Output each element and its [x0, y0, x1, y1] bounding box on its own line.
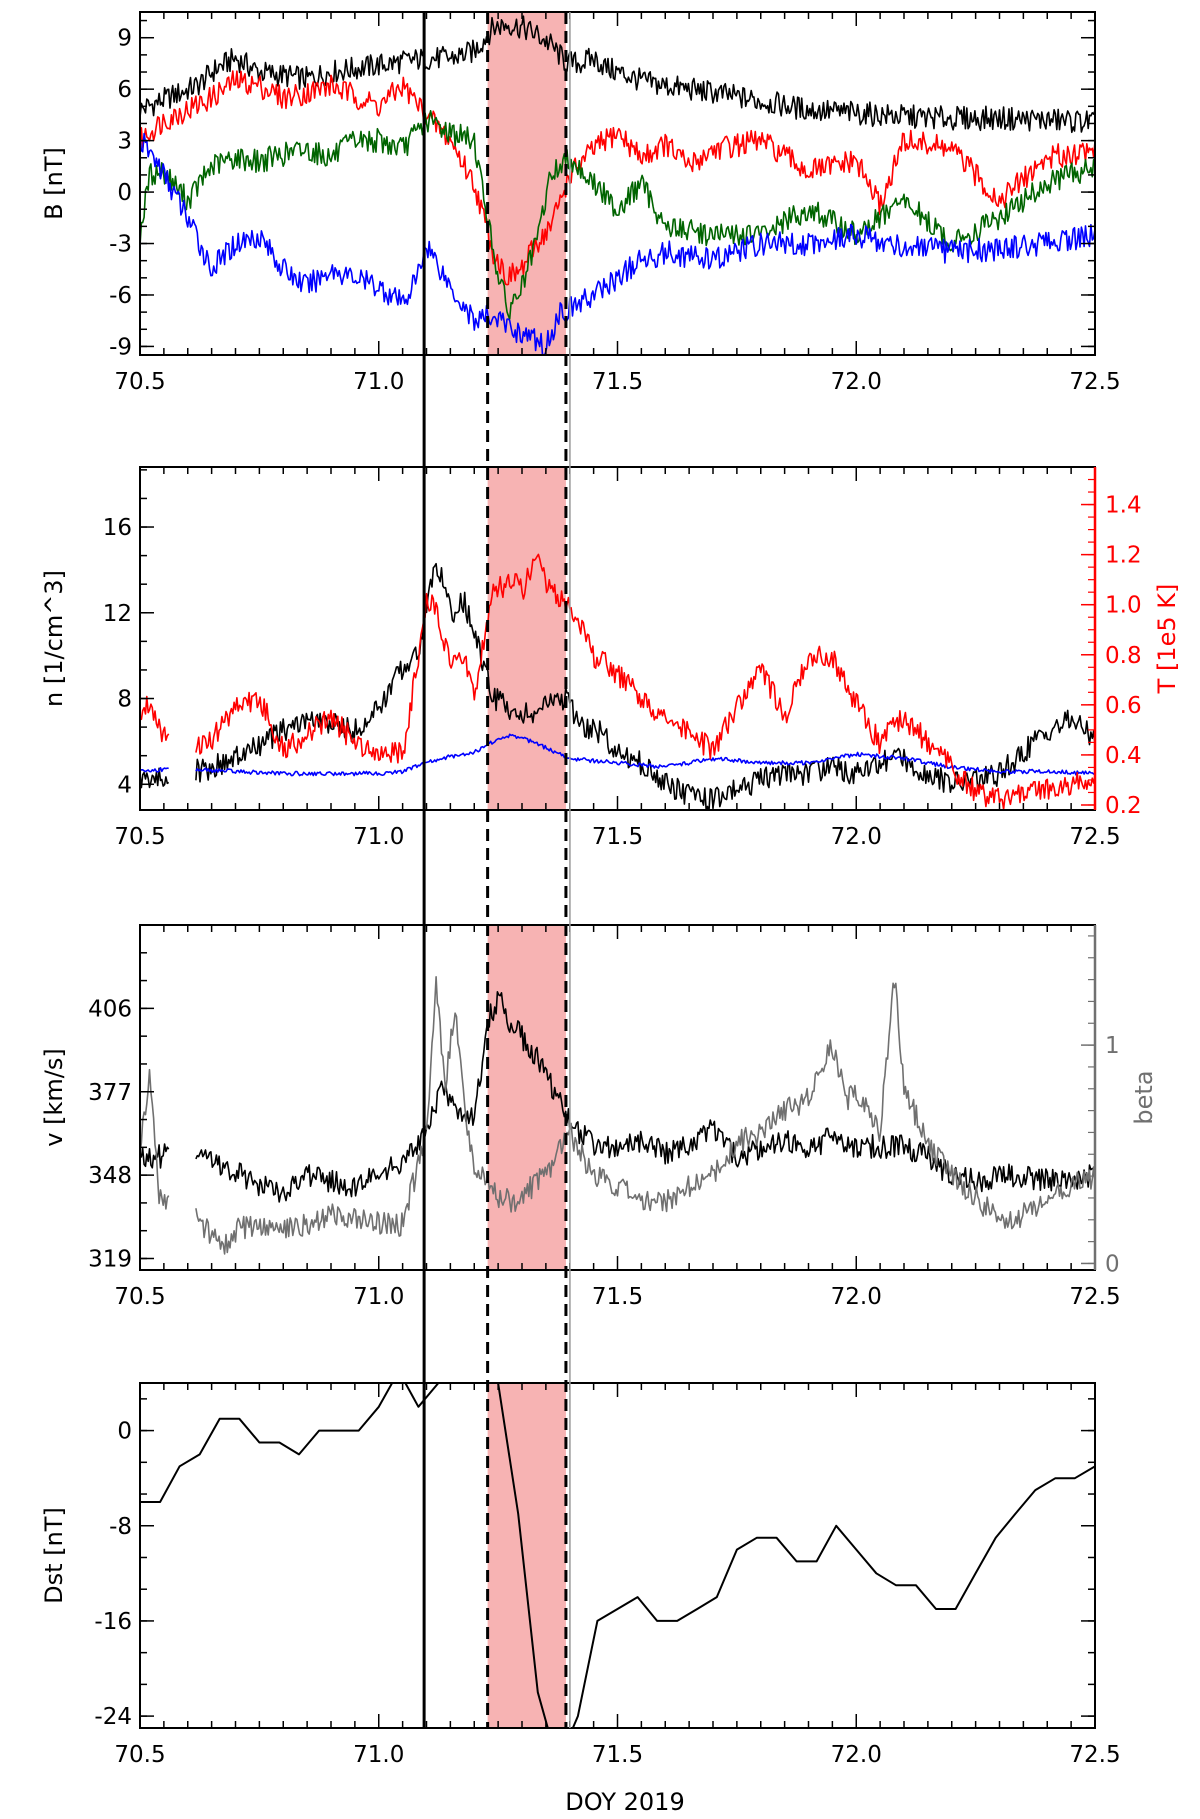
y-tick-label: -6 [109, 283, 132, 309]
y-tick-label: 9 [117, 26, 132, 52]
x-tick-label: 71.5 [592, 824, 643, 850]
y-right-tick-label: 1.0 [1105, 593, 1142, 619]
series-line-v [140, 991, 1095, 1203]
y-tick-label: -3 [109, 232, 132, 258]
y-axis-title-right: beta [1130, 1070, 1158, 1124]
series-line-beta [140, 976, 1095, 1255]
y-right-tick-label: 0 [1105, 1251, 1120, 1277]
y-tick-label: -9 [109, 334, 132, 360]
plot-frame [139, 11, 1096, 356]
y-tick-label: 0 [117, 180, 132, 206]
y-tick-label: 377 [88, 1080, 132, 1106]
x-axis: 70.5 71.0 71.5 72.0 72.5 [114, 12, 1121, 395]
x-tick-label: 71.0 [353, 1742, 404, 1768]
y-axis-title: B [nT] [40, 147, 68, 220]
y-tick-label: 406 [88, 996, 132, 1022]
x-tick-label: 70.5 [114, 824, 165, 850]
y-axis-title: n [1/cm^3] [40, 570, 68, 707]
x-tick-label: 71.0 [353, 824, 404, 850]
y-tick-label: 8 [117, 687, 132, 713]
y-axis-left: -24 -16 -8 0 [94, 1398, 1095, 1730]
x-axis: 70.5 71.0 71.5 72.0 72.5 [114, 1383, 1121, 1768]
y-right-tick-label: 1.4 [1105, 493, 1142, 519]
x-tick-label: 72.0 [831, 1742, 882, 1768]
y-right-tick-label: 1.2 [1105, 543, 1142, 569]
y-tick-label: 0 [117, 1419, 132, 1445]
y-right-tick-label: 0.8 [1105, 643, 1142, 669]
x-tick-label: 71.0 [353, 369, 404, 395]
y-tick-label: 3 [117, 129, 132, 155]
plot-frame [139, 466, 1096, 811]
series-group [140, 15, 1095, 355]
series-group [140, 553, 1095, 810]
series-group [140, 976, 1095, 1255]
x-tick-label: 70.5 [114, 1742, 165, 1768]
y-right-tick-label: 0.6 [1105, 693, 1142, 719]
x-tick-label: 72.0 [831, 1284, 882, 1310]
y-tick-label: -16 [94, 1609, 132, 1635]
x-axis: 70.5 71.0 71.5 72.0 72.5 [114, 925, 1121, 1310]
x-axis-title: DOY 2019 [565, 1788, 684, 1816]
series-line-dst [140, 1383, 1095, 1728]
y-axis-left: 319 348 377 406 [88, 952, 154, 1273]
y-axis-right: 01 [1081, 925, 1120, 1277]
x-tick-label: 72.0 [831, 369, 882, 395]
series-group [140, 1383, 1095, 1728]
series-line-bz [140, 132, 1095, 355]
x-tick-label: 72.5 [1069, 1742, 1120, 1768]
event-region-shade [487, 1383, 566, 1728]
panel-1: 70.5 71.0 71.5 72.0 72.5 -9 -6 -3 0 3 6 9 B [nT] [40, 11, 1121, 395]
y-tick-label: 6 [117, 77, 132, 103]
plot-frame [139, 1382, 1096, 1729]
y-tick-label: 4 [117, 772, 132, 798]
x-tick-label: 72.5 [1069, 369, 1120, 395]
y-axis-title-right: T [1e5 K] [1153, 584, 1181, 695]
x-tick-label: 71.5 [592, 1284, 643, 1310]
x-tick-label: 72.0 [831, 824, 882, 850]
y-tick-label: 12 [103, 601, 132, 627]
series-line--b- [140, 15, 1095, 134]
event-markers-layer [422, 12, 571, 1728]
event-region-shade [487, 12, 566, 355]
panel-4: 70.5 71.0 71.5 72.0 72.5 -24 -16 -8 0 Dst [nT] [40, 1382, 1121, 1768]
series-line-n-alpha-proxy [140, 733, 1095, 777]
y-right-tick-label: 0.4 [1105, 743, 1142, 769]
y-right-tick-label: 1 [1105, 1033, 1120, 1059]
y-axis-left: -9 -6 -3 0 3 6 9 [109, 19, 1095, 360]
y-axis-left: 4 8 12 16 [103, 469, 154, 798]
x-tick-label: 72.5 [1069, 1284, 1120, 1310]
x-tick-label: 71.5 [592, 369, 643, 395]
series-line-by [140, 110, 1095, 320]
x-tick-label: 70.5 [114, 369, 165, 395]
y-right-tick-label: 0.2 [1105, 793, 1142, 819]
panel-3: 70.5 71.0 71.5 72.0 72.5 319 348 377 406 v [km/s]… [40, 924, 1158, 1310]
x-tick-label: 70.5 [114, 1284, 165, 1310]
series-line-n [140, 562, 1095, 810]
y-tick-label: -24 [94, 1704, 132, 1730]
y-tick-label: 16 [103, 515, 132, 541]
event-region-shade [487, 467, 566, 810]
series-line-t [140, 553, 1095, 810]
y-axis-right: 0.2 0.4 0.6 0.8 1.0 1.2 1.4 [1081, 467, 1142, 819]
plot-frame [139, 924, 1096, 1271]
x-tick-label: 71.5 [592, 1742, 643, 1768]
y-tick-label: -8 [109, 1514, 132, 1540]
y-tick-label: 319 [88, 1247, 132, 1273]
y-axis-title: Dst [nT] [40, 1507, 68, 1604]
x-tick-label: 71.0 [353, 1284, 404, 1310]
x-tick-label: 72.5 [1069, 824, 1120, 850]
y-axis-title: v [km/s] [40, 1048, 68, 1146]
y-tick-label: 348 [88, 1163, 132, 1189]
series-line-bx [140, 70, 1095, 286]
